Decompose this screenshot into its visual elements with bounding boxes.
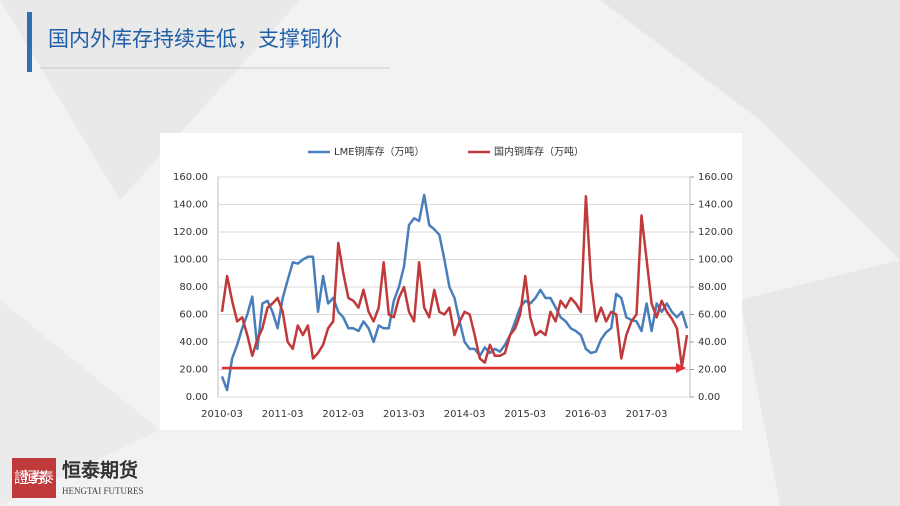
logo-english: HENGTAI FUTURES [62, 486, 144, 496]
x-tick-label: 2013-03 [383, 409, 425, 420]
x-tick-label: 2012-03 [322, 409, 364, 420]
bg-shape [0, 0, 300, 200]
page-title: 国内外库存持续走低，支撑铜价 [48, 27, 342, 51]
x-tick-label: 2011-03 [262, 409, 304, 420]
series-line [220, 195, 689, 369]
x-tick-label: 2017-03 [626, 409, 668, 420]
annotation-arrowhead [676, 363, 686, 373]
y-tick-label: 60.00 [179, 310, 208, 321]
y-tick-label: 0.00 [186, 392, 208, 403]
legend-label: LME铜库存（万吨） [334, 145, 425, 158]
y2-tick-label: 100.00 [698, 255, 733, 266]
series-line [220, 193, 689, 392]
y2-tick-label: 80.00 [698, 282, 727, 293]
title-bar [27, 12, 32, 72]
seal [12, 458, 56, 498]
y2-tick-label: 0.00 [698, 392, 720, 403]
y2-tick-label: 40.00 [698, 337, 727, 348]
y-tick-label: 120.00 [173, 227, 208, 238]
y2-tick-label: 60.00 [698, 310, 727, 321]
x-tick-label: 2015-03 [504, 409, 546, 420]
y-tick-label: 80.00 [179, 282, 208, 293]
y-tick-label: 20.00 [179, 365, 208, 376]
y-tick-label: 140.00 [173, 200, 208, 211]
y2-tick-label: 20.00 [698, 365, 727, 376]
y-tick-label: 160.00 [173, 172, 208, 183]
bg-shape [740, 260, 900, 506]
x-tick-label: 2014-03 [444, 409, 486, 420]
chart-area [160, 133, 742, 430]
legend-label: 国内铜库存（万吨） [494, 145, 584, 158]
y-tick-label: 100.00 [173, 255, 208, 266]
bg-shape [0, 300, 160, 506]
y2-tick-label: 120.00 [698, 227, 733, 238]
y2-tick-label: 160.00 [698, 172, 733, 183]
x-tick-label: 2010-03 [201, 409, 243, 420]
bg-shape [600, 0, 900, 260]
seal-text: 證恒券泰 [14, 469, 54, 487]
x-tick-label: 2016-03 [565, 409, 607, 420]
y2-tick-label: 140.00 [698, 200, 733, 211]
logo-name: 恒泰期货 [62, 459, 138, 482]
y-tick-label: 40.00 [179, 337, 208, 348]
